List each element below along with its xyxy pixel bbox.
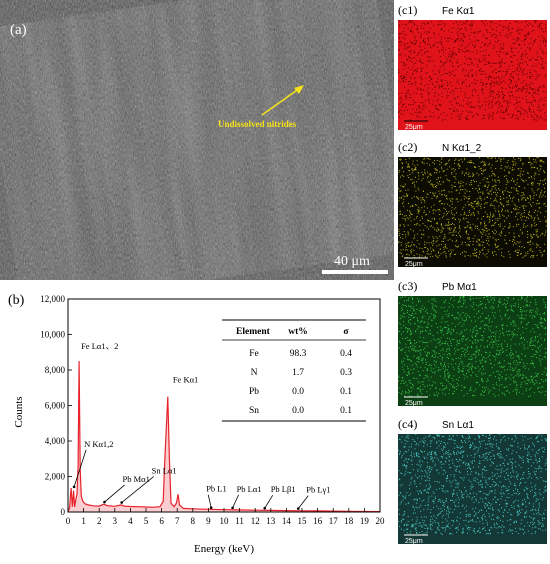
panel-a-label: (a) — [10, 22, 27, 38]
x-tick-label-11: 11 — [235, 516, 244, 526]
table-cell-0-2: 0.4 — [340, 349, 352, 359]
x-axis-label: Energy (keV) — [194, 543, 254, 555]
map-scale-label-c1: 25μm — [405, 124, 423, 130]
x-tick-label-1: 1 — [81, 516, 86, 526]
annotation-arrowhead-7 — [263, 507, 266, 510]
table-header-1: wt% — [288, 327, 308, 337]
table-header-2: σ — [343, 327, 349, 337]
x-tick-label-3: 3 — [113, 516, 118, 526]
panel-b-label: (b) — [8, 293, 25, 308]
x-tick-label-9: 9 — [206, 516, 211, 526]
table-cell-2-1: 0.0 — [292, 387, 304, 397]
annotation-arrowhead-3 — [103, 501, 106, 504]
map-title-c2: N Kα1_2 — [442, 143, 481, 154]
table-cell-3-0: Sn — [249, 406, 259, 416]
y-tick-label-12000: 12,000 — [40, 294, 65, 304]
x-tick-label-12: 12 — [251, 516, 260, 526]
table-cell-3-2: 0.1 — [340, 406, 352, 416]
annotation-arrow-5 — [208, 495, 211, 508]
peak-annotation-1: Fe Kα1 — [173, 375, 198, 385]
sem-micrograph-panel: (a) Undissolved nitrides 40 μm — [0, 0, 394, 280]
y-tick-label-0: 0 — [61, 507, 66, 517]
elemental-map-c1: 25μm — [398, 20, 547, 130]
x-tick-label-6: 6 — [159, 516, 164, 526]
annotation-arrowhead-4 — [120, 501, 123, 504]
x-tick-label-5: 5 — [144, 516, 149, 526]
peak-annotation-8: Pb Lγ1 — [306, 485, 330, 495]
annotation-arrow-8 — [298, 496, 308, 509]
x-tick-label-14: 14 — [282, 516, 292, 526]
annotation-arrowhead-2 — [73, 486, 76, 489]
y-tick-label-2000: 2,000 — [45, 472, 66, 482]
annotation-arrowhead-5 — [210, 506, 213, 509]
table-cell-2-0: Pb — [249, 387, 259, 397]
y-tick-label-10000: 10,000 — [40, 330, 65, 340]
x-tick-label-18: 18 — [344, 516, 354, 526]
peak-annotation-2: N Kα1,2 — [84, 439, 113, 449]
peak-annotation-0: Fe Lα1、2 — [81, 341, 118, 351]
table-cell-1-0: N — [251, 368, 258, 378]
table-cell-0-0: Fe — [249, 349, 259, 359]
x-tick-label-0: 0 — [66, 516, 71, 526]
annotation-arrow-7 — [265, 495, 273, 508]
peak-annotation-5: Pb L1 — [206, 484, 227, 494]
elemental-map-c3: 25μm — [398, 296, 547, 406]
annotation-arrow-3 — [105, 485, 125, 502]
table-cell-3-1: 0.0 — [292, 406, 304, 416]
x-tick-label-8: 8 — [191, 516, 196, 526]
annotation-arrowhead-6 — [231, 507, 234, 510]
table-cell-2-2: 0.1 — [340, 387, 352, 397]
map-scale-label-c2: 25μm — [405, 261, 423, 267]
peak-annotation-6: Pb Lα1 — [237, 484, 262, 494]
scale-bar — [322, 270, 388, 274]
peak-annotation-4: Sn Lα1 — [152, 466, 177, 476]
x-tick-label-19: 19 — [360, 516, 370, 526]
x-tick-label-7: 7 — [175, 516, 180, 526]
sem-micrograph: (a) Undissolved nitrides 40 μm — [0, 0, 394, 280]
elemental-map-c4: 25μm — [398, 434, 547, 544]
map-label-c2: (c2) — [398, 140, 417, 155]
x-tick-label-4: 4 — [128, 516, 133, 526]
map-title-c4: Sn Lα1 — [442, 420, 474, 431]
map-scale-label-c4: 25μm — [405, 538, 423, 544]
map-title-c3: Pb Mα1 — [442, 282, 477, 293]
peak-annotation-7: Pb Lβ1 — [271, 484, 296, 494]
y-tick-label-4000: 4,000 — [45, 436, 66, 446]
annotation-undissolved-nitrides: Undissolved nitrides — [218, 119, 297, 129]
y-tick-label-6000: 6,000 — [45, 401, 66, 411]
y-tick-label-8000: 8,000 — [45, 365, 66, 375]
x-tick-label-15: 15 — [298, 516, 308, 526]
x-tick-label-2: 2 — [97, 516, 102, 526]
x-tick-label-10: 10 — [220, 516, 230, 526]
map-scale-label-c3: 25μm — [405, 400, 423, 406]
table-cell-1-1: 1.7 — [292, 368, 304, 378]
scale-bar-label: 40 μm — [334, 254, 370, 269]
table-cell-1-2: 0.3 — [340, 368, 352, 378]
elemental-map-c2: 25μm — [398, 157, 547, 267]
plot-frame — [68, 299, 380, 512]
table-header-0: Element — [236, 327, 271, 337]
x-tick-label-13: 13 — [266, 516, 276, 526]
map-title-c1: Fe Kα1 — [442, 6, 474, 17]
annotation-arrow-6 — [233, 495, 239, 508]
x-tick-label-17: 17 — [329, 516, 339, 526]
map-label-c3: (c3) — [398, 279, 417, 294]
map-label-c1: (c1) — [398, 3, 417, 18]
x-tick-label-20: 20 — [376, 516, 386, 526]
map-label-c4: (c4) — [398, 417, 417, 432]
annotation-arrowhead-8 — [297, 507, 300, 510]
table-cell-0-1: 98.3 — [290, 349, 307, 359]
x-tick-label-16: 16 — [313, 516, 323, 526]
y-axis-label: Counts — [13, 396, 25, 427]
